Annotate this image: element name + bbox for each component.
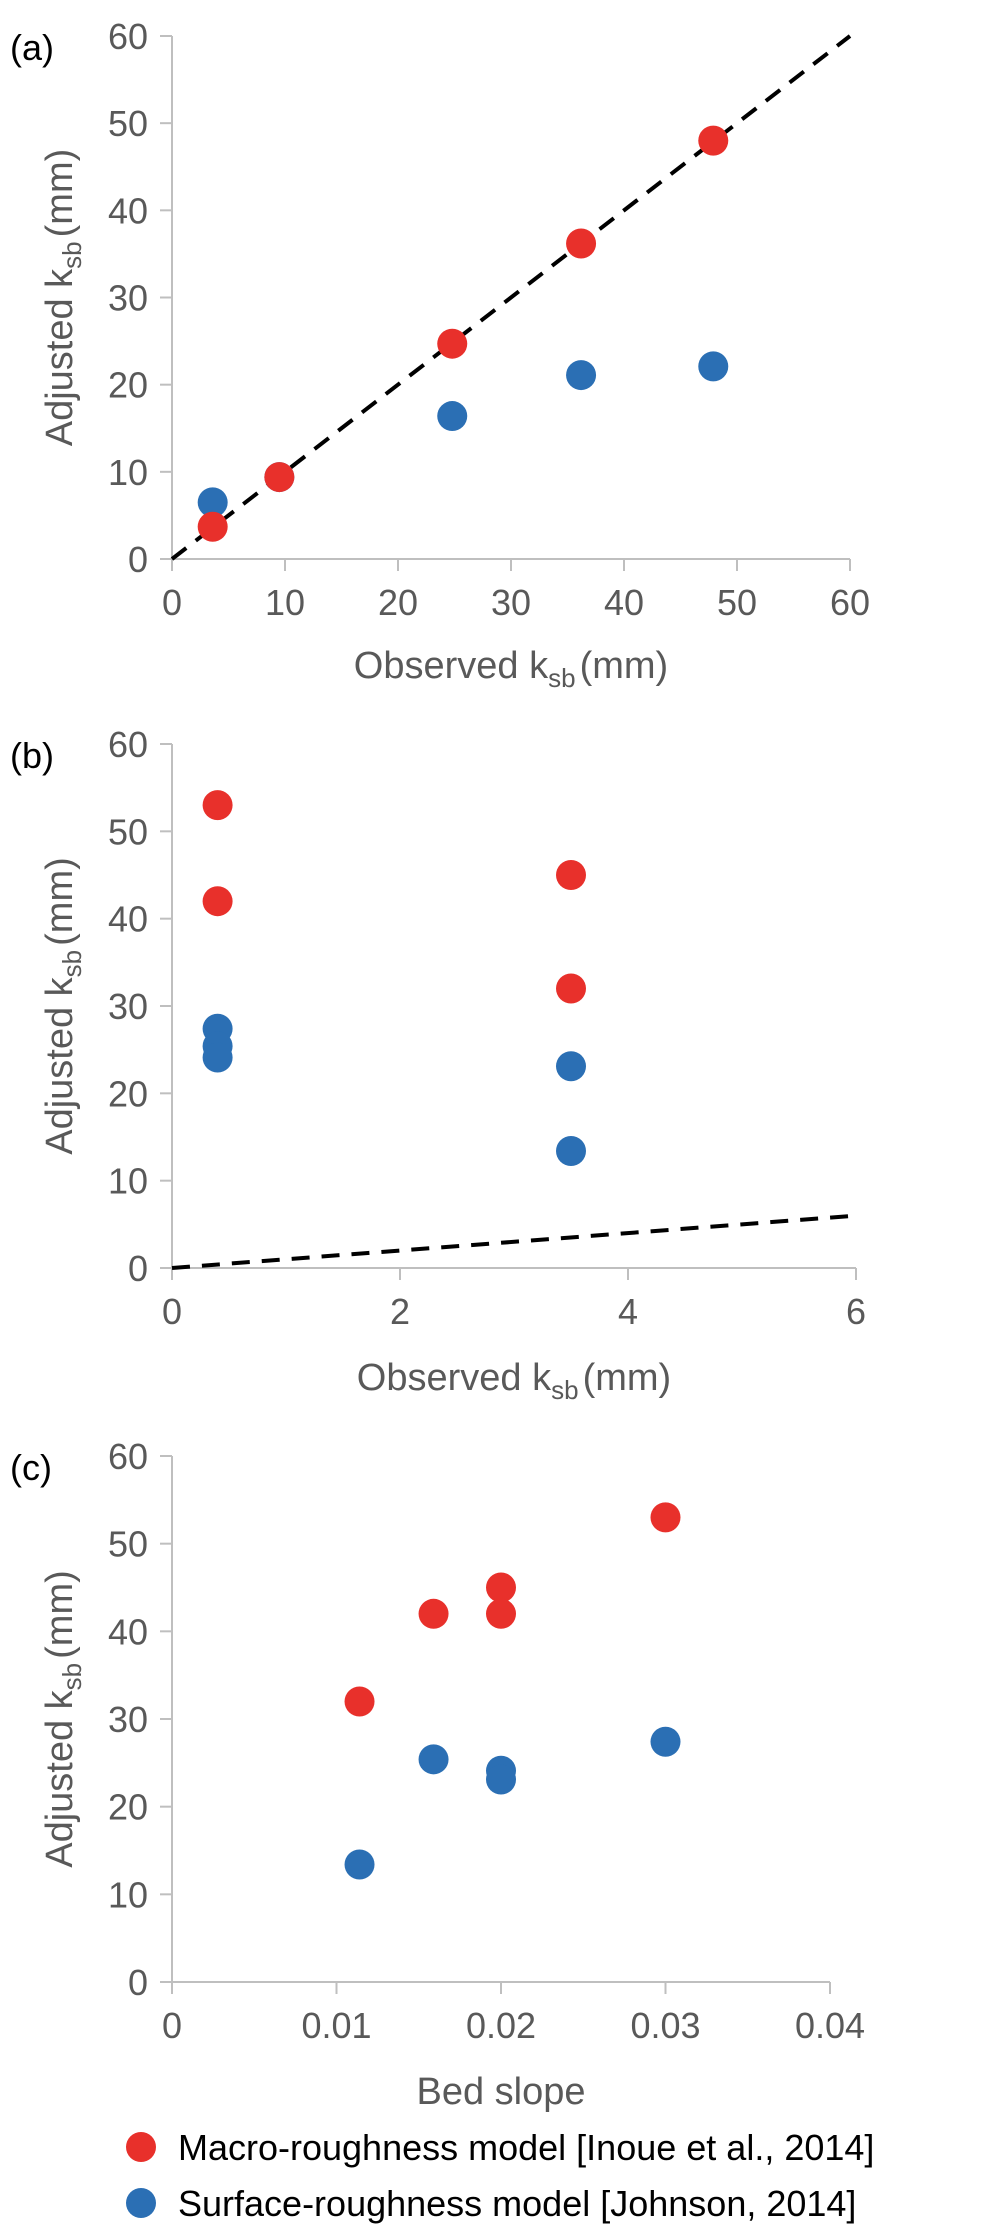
y-tick-label: 40 bbox=[108, 1611, 148, 1652]
y-tick-label: 0 bbox=[128, 1248, 148, 1289]
legend-label-surface: Surface-roughness model [Johnson, 2014] bbox=[178, 2183, 856, 2224]
y-tick-label: 30 bbox=[108, 986, 148, 1027]
x-tick-label: 60 bbox=[830, 582, 870, 623]
point-macro bbox=[202, 790, 233, 821]
point-surface bbox=[437, 401, 468, 432]
x-axis-title-subscript: sb bbox=[551, 1375, 578, 1405]
y-axis-title: Adjusted ksb(mm) bbox=[39, 857, 87, 1155]
x-axis-title: Observed ksb (mm) bbox=[357, 1357, 671, 1405]
point-macro bbox=[650, 1502, 681, 1533]
point-macro bbox=[698, 125, 729, 156]
point-macro bbox=[202, 886, 233, 917]
point-surface bbox=[344, 1849, 375, 1880]
point-surface bbox=[556, 1135, 586, 1166]
point-macro bbox=[264, 462, 295, 493]
y-axis-title-subscript: sb bbox=[57, 950, 87, 977]
point-macro bbox=[556, 973, 586, 1004]
x-tick-label: 0.03 bbox=[630, 2005, 700, 2046]
y-axis-title-subscript: sb bbox=[57, 1663, 87, 1690]
point-surface bbox=[698, 351, 729, 382]
y-tick-label: 40 bbox=[108, 899, 148, 940]
point-macro bbox=[437, 328, 468, 359]
y-tick-label: 0 bbox=[128, 539, 148, 580]
point-macro bbox=[556, 860, 586, 890]
y-tick-label: 10 bbox=[108, 1874, 148, 1915]
point-macro bbox=[197, 511, 228, 542]
y-tick-label: 50 bbox=[108, 811, 148, 852]
y-tick-label: 60 bbox=[108, 16, 148, 57]
panel-label: (c) bbox=[10, 1447, 52, 1488]
panel-label: (b) bbox=[10, 735, 54, 776]
point-surface bbox=[202, 1042, 233, 1073]
x-tick-label: 30 bbox=[491, 582, 531, 623]
y-tick-label: 30 bbox=[108, 1699, 148, 1740]
x-tick-label: 0 bbox=[162, 1291, 182, 1332]
y-tick-label: 20 bbox=[108, 1073, 148, 1114]
point-surface bbox=[486, 1764, 516, 1795]
legend: Macro-roughness model [Inoue et al., 201… bbox=[126, 2127, 874, 2224]
x-tick-label: 50 bbox=[717, 582, 757, 623]
y-tick-label: 10 bbox=[108, 1161, 148, 1202]
point-macro bbox=[486, 1598, 516, 1629]
y-tick-label: 30 bbox=[108, 278, 148, 319]
x-tick-label: 40 bbox=[604, 582, 644, 623]
point-surface bbox=[650, 1726, 681, 1757]
y-tick-label: 20 bbox=[108, 365, 148, 406]
y-tick-label: 50 bbox=[108, 103, 148, 144]
x-tick-label: 2 bbox=[390, 1291, 410, 1332]
x-tick-label: 6 bbox=[846, 1291, 866, 1332]
y-tick-label: 50 bbox=[108, 1524, 148, 1565]
chart-panel-2: (b) 0 10 20 30 40 50 60 0 2 4 6 Observed ksb (mm) Adju… bbox=[10, 724, 866, 1405]
one-to-one-line bbox=[171, 1213, 857, 1270]
panel-label: (a) bbox=[10, 27, 54, 68]
y-tick-label: 60 bbox=[108, 1436, 148, 1477]
chart-panel-3: (c) 0 10 20 30 40 50 60 0 0.01 0.02 0.03 0.04 Bed slo… bbox=[10, 1436, 865, 2113]
point-surface bbox=[197, 487, 228, 518]
legend-marker-macro bbox=[126, 2132, 156, 2162]
x-tick-label: 20 bbox=[378, 582, 418, 623]
x-tick-label: 0.01 bbox=[301, 2005, 371, 2046]
x-tick-label: 0.02 bbox=[466, 2005, 536, 2046]
one-to-one-line bbox=[170, 34, 852, 561]
point-surface bbox=[566, 360, 597, 391]
y-tick-label: 10 bbox=[108, 452, 148, 493]
point-macro bbox=[344, 1686, 375, 1717]
y-tick-label: 0 bbox=[128, 1962, 148, 2003]
x-tick-label: 0 bbox=[162, 582, 182, 623]
y-axis-title-subscript: sb bbox=[57, 241, 87, 268]
x-tick-label: 4 bbox=[618, 1291, 638, 1332]
point-macro bbox=[418, 1598, 449, 1629]
point-surface bbox=[556, 1051, 586, 1082]
x-axis-title: Observed ksb (mm) bbox=[354, 645, 668, 693]
y-tick-label: 60 bbox=[108, 724, 148, 765]
point-macro bbox=[566, 228, 597, 259]
x-axis-title-subscript: sb bbox=[548, 663, 575, 693]
x-tick-label: 10 bbox=[265, 582, 305, 623]
y-tick-label: 40 bbox=[108, 190, 148, 231]
legend-marker-surface bbox=[126, 2188, 156, 2218]
chart-panel-1: (a) 0 10 20 30 40 50 60 0 10 20 30 40 50 60 Observed ks… bbox=[10, 16, 870, 693]
y-axis-title: Adjusted ksb(mm) bbox=[39, 149, 87, 447]
y-tick-label: 20 bbox=[108, 1787, 148, 1828]
x-tick-label: 0.04 bbox=[795, 2005, 865, 2046]
legend-label-macro: Macro-roughness model [Inoue et al., 201… bbox=[178, 2127, 874, 2168]
x-axis-title: Bed slope bbox=[416, 2071, 585, 2113]
x-tick-label: 0 bbox=[162, 2005, 182, 2046]
point-macro bbox=[486, 1572, 516, 1603]
y-axis-title: Adjusted ksb(mm) bbox=[39, 1570, 87, 1868]
point-surface bbox=[418, 1744, 449, 1775]
